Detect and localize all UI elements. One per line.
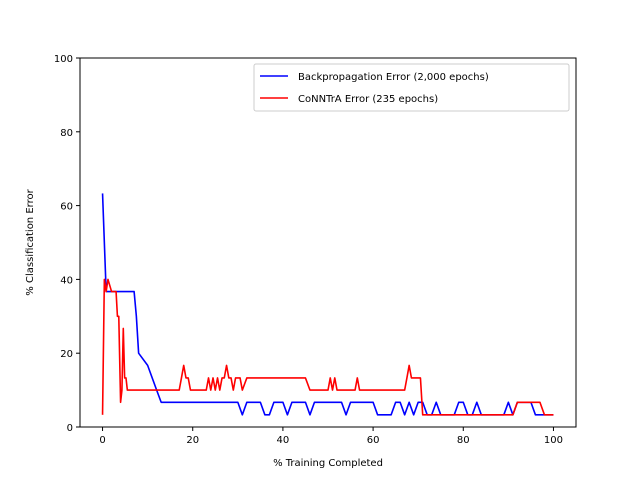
y-tick-label: 100 <box>54 54 73 65</box>
x-tick-label: 40 <box>277 435 290 446</box>
x-tick-label: 60 <box>367 435 380 446</box>
x-axis-label: % Training Completed <box>273 458 383 469</box>
y-axis-label: % Classification Error <box>25 188 36 295</box>
series-layer <box>101 193 554 416</box>
legend-label-2: CoNNTrA Error (235 epochs) <box>298 94 438 105</box>
axes-frame <box>79 57 577 428</box>
y-tick-label: 60 <box>60 202 73 213</box>
x-tick-label: 100 <box>544 435 563 446</box>
y-axis: 0 20 40 60 80 100 <box>54 54 80 434</box>
x-tick-label: 0 <box>99 435 105 446</box>
x-tick-label: 20 <box>186 435 199 446</box>
y-tick-label: 40 <box>60 275 73 286</box>
legend: Backpropagation Error (2,000 epochs) CoNN… <box>253 63 570 112</box>
y-tick-label: 20 <box>60 349 73 360</box>
x-axis: 0 20 40 60 80 100 <box>99 427 563 446</box>
series-line-2 <box>101 278 554 416</box>
x-tick-label: 80 <box>457 435 470 446</box>
series-line-1 <box>101 193 554 416</box>
legend-label-1: Backpropagation Error (2,000 epochs) <box>298 72 489 83</box>
legend-box <box>253 63 570 112</box>
y-tick-label: 0 <box>67 423 73 434</box>
y-tick-label: 80 <box>60 128 73 139</box>
